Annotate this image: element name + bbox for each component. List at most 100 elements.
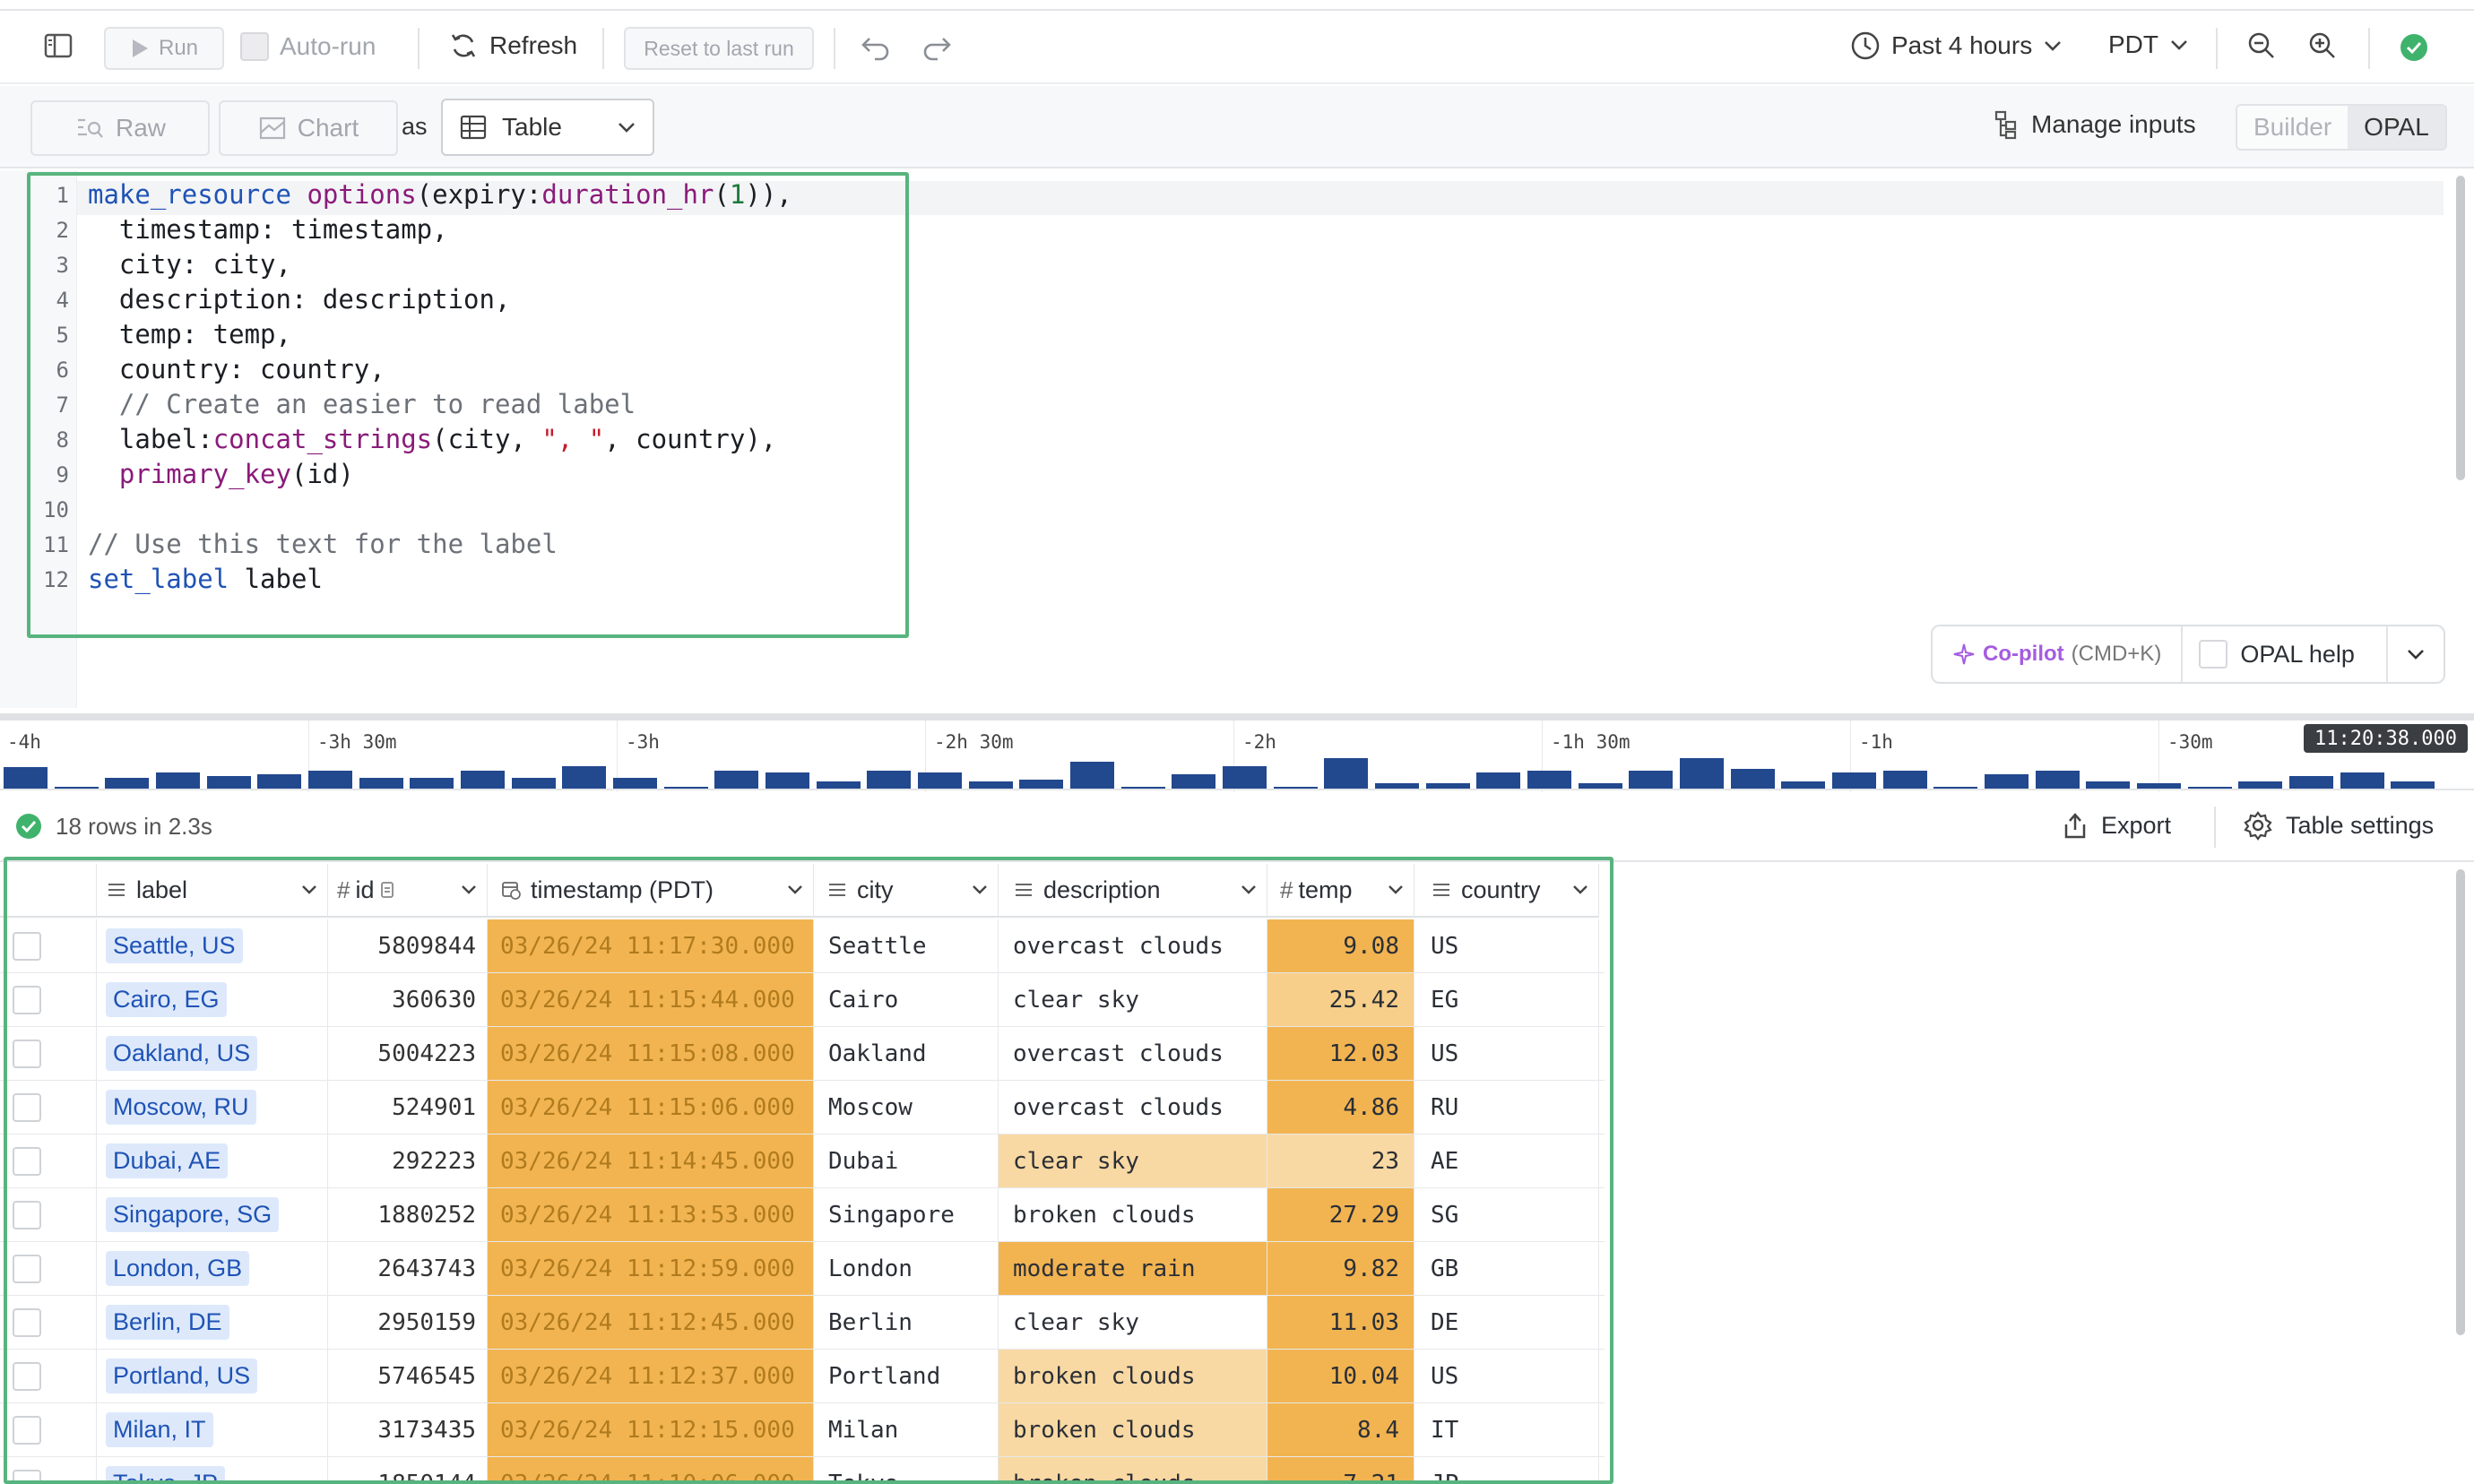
zoom-out-icon[interactable] [2246, 30, 2277, 61]
column-header-label[interactable]: label [97, 864, 328, 918]
hist-bar[interactable] [1527, 771, 1571, 789]
hist-bar[interactable] [1019, 780, 1063, 789]
table-scrollbar[interactable] [2456, 869, 2465, 1335]
label-value[interactable]: Oakland, US [106, 1036, 258, 1071]
hist-bar[interactable] [664, 787, 708, 789]
hist-bar[interactable] [1070, 762, 1114, 789]
column-header-description[interactable]: description [999, 864, 1267, 918]
label-value[interactable]: Milan, IT [106, 1412, 213, 1447]
hist-bar[interactable] [1933, 787, 1977, 789]
hist-bar[interactable] [1579, 783, 1622, 789]
manage-inputs-button[interactable]: Manage inputs [1994, 109, 2196, 140]
undo-icon[interactable] [859, 34, 891, 61]
row-checkbox[interactable] [13, 1039, 41, 1068]
opal-code-editor[interactable]: 1 2 3 4 5 6 7 8 9 10 11 12 make_resource… [0, 170, 2474, 708]
row-checkbox[interactable] [13, 1146, 41, 1176]
hist-bar[interactable] [1476, 772, 1520, 789]
hist-bar[interactable] [2289, 776, 2333, 789]
hist-bar[interactable] [4, 767, 48, 789]
hist-bar[interactable] [2238, 781, 2282, 789]
autorun-checkbox[interactable] [240, 32, 269, 61]
cell-label[interactable]: Dubai, AE [97, 1135, 328, 1187]
row-checkbox[interactable] [13, 1469, 41, 1484]
table-row[interactable]: Berlin, DE 2950159 03/26/24 11:12:45.000 Be… [0, 1296, 1605, 1350]
hist-bar[interactable] [2340, 772, 2384, 789]
hist-bar[interactable] [2036, 771, 2080, 789]
column-header-city[interactable]: city [814, 864, 999, 918]
opal-tab[interactable]: OPAL [2348, 106, 2445, 149]
cell-label[interactable]: Singapore, SG [97, 1188, 328, 1241]
hist-bar[interactable] [1172, 774, 1215, 789]
export-button[interactable]: Export [2062, 810, 2171, 841]
refresh-button[interactable]: Refresh [448, 30, 577, 61]
hist-bar[interactable] [105, 778, 149, 789]
column-header-country[interactable]: country [1414, 864, 1599, 918]
hist-bar[interactable] [1223, 766, 1267, 789]
row-checkbox[interactable] [13, 1361, 41, 1391]
time-range-picker[interactable]: Past 4 hours [1850, 30, 2063, 61]
cell-label[interactable]: Portland, US [97, 1350, 328, 1402]
hist-bar[interactable] [918, 772, 962, 789]
label-value[interactable]: Singapore, SG [106, 1197, 280, 1232]
row-checkbox[interactable] [13, 985, 41, 1014]
chart-mode-button[interactable]: Chart [219, 100, 398, 156]
hist-bar[interactable] [2188, 787, 2232, 789]
hist-bar[interactable] [613, 778, 657, 789]
hist-bar[interactable] [512, 778, 556, 789]
table-settings-button[interactable]: Table settings [2243, 810, 2434, 841]
label-value[interactable]: Seattle, US [106, 928, 243, 963]
time-histogram[interactable]: -4h -3h 30m -3h -2h 30m -2h -1h 30m -1h … [0, 713, 2474, 792]
hist-bar[interactable] [1731, 769, 1775, 789]
label-value[interactable]: London, GB [106, 1251, 250, 1286]
table-row[interactable]: Milan, IT 3173435 03/26/24 11:12:15.000 Mil… [0, 1403, 1605, 1457]
hist-bar[interactable] [562, 766, 606, 789]
hist-bar[interactable] [2086, 781, 2130, 789]
opal-help-toggle[interactable]: OPAL help [2183, 640, 2355, 669]
table-row[interactable]: Moscow, RU 524901 03/26/24 11:15:06.000 Mos… [0, 1081, 1605, 1135]
zoom-in-icon[interactable] [2307, 30, 2338, 61]
hist-bar[interactable] [1121, 787, 1165, 789]
table-row[interactable]: Oakland, US 5004223 03/26/24 11:15:08.000 O… [0, 1027, 1605, 1081]
table-row[interactable]: Portland, US 5746545 03/26/24 11:12:37.000… [0, 1350, 1605, 1403]
row-checkbox[interactable] [13, 1200, 41, 1229]
table-row[interactable]: Seattle, US 5809844 03/26/24 11:17:30.000 S… [0, 919, 1605, 973]
hist-bar[interactable] [1985, 774, 2029, 789]
hist-bar[interactable] [410, 778, 454, 789]
cell-label[interactable]: London, GB [97, 1242, 328, 1295]
hist-bar[interactable] [969, 781, 1013, 789]
hist-bar[interactable] [1375, 783, 1419, 789]
hist-bar[interactable] [257, 774, 301, 789]
hist-bar[interactable] [1781, 781, 1825, 789]
opal-help-checkbox[interactable] [2199, 640, 2228, 669]
row-checkbox[interactable] [13, 1092, 41, 1122]
hist-bar[interactable] [1426, 783, 1470, 789]
timezone-picker[interactable]: PDT [2108, 30, 2189, 59]
copilot-button[interactable]: Co-pilot (CMD+K) [1933, 642, 2161, 667]
view-type-select[interactable]: Table [441, 99, 654, 156]
hist-bar[interactable] [1324, 758, 1368, 789]
table-row[interactable]: London, GB 2643743 03/26/24 11:12:59.000 Lo… [0, 1242, 1605, 1296]
row-checkbox[interactable] [13, 1254, 41, 1283]
hist-bar[interactable] [867, 771, 911, 789]
column-header-temp[interactable]: # temp [1267, 864, 1414, 918]
cell-label[interactable]: Berlin, DE [97, 1296, 328, 1349]
column-header-timestamp[interactable]: timestamp (PDT) [488, 864, 814, 918]
hist-bar[interactable] [1629, 771, 1673, 789]
label-value[interactable]: Portland, US [106, 1359, 258, 1393]
hist-bar[interactable] [1883, 771, 1927, 789]
cell-label[interactable]: Moscow, RU [97, 1081, 328, 1134]
label-value[interactable]: Dubai, AE [106, 1143, 229, 1178]
hist-bar[interactable] [207, 776, 251, 789]
label-value[interactable]: Cairo, EG [106, 982, 227, 1017]
editor-scrollbar[interactable] [2456, 176, 2465, 480]
cell-label[interactable]: Oakland, US [97, 1027, 328, 1080]
label-value[interactable]: Berlin, DE [106, 1305, 229, 1340]
hist-bar[interactable] [1832, 772, 1876, 789]
row-checkbox[interactable] [13, 1307, 41, 1337]
hist-bar[interactable] [2137, 783, 2181, 789]
autorun-toggle[interactable]: Auto-run [240, 32, 376, 61]
cell-label[interactable]: Cairo, EG [97, 973, 328, 1026]
hist-bar[interactable] [1274, 787, 1318, 789]
hist-bar[interactable] [308, 771, 352, 789]
hist-bar[interactable] [156, 772, 200, 789]
